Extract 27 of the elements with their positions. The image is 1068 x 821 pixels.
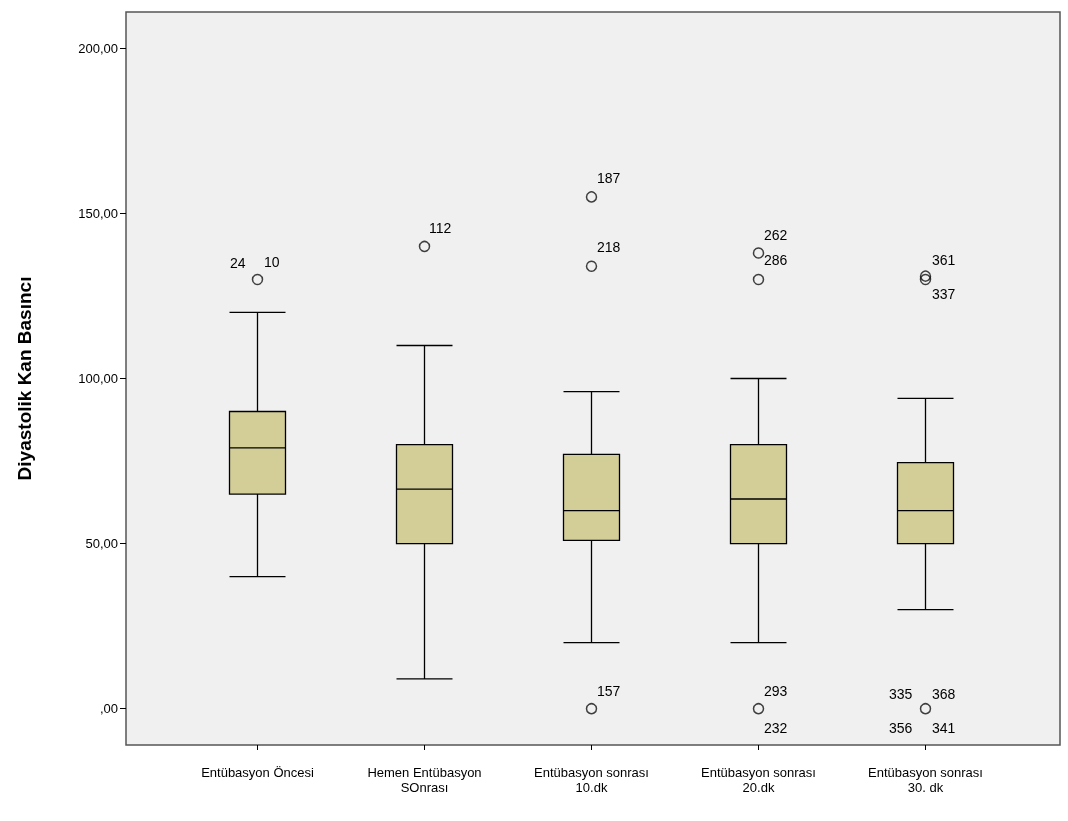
annotation: 218 bbox=[597, 239, 621, 255]
annotation: 368 bbox=[932, 686, 956, 702]
annotation: 356 bbox=[889, 720, 913, 736]
annotation: 335 bbox=[889, 686, 913, 702]
annotation: 112 bbox=[429, 220, 452, 236]
y-tick-label: 100,00 bbox=[78, 371, 118, 386]
y-tick-label: 150,00 bbox=[78, 205, 118, 221]
y-tick-label: ,00 bbox=[99, 701, 118, 717]
y-tick-label: 200,00 bbox=[78, 40, 118, 56]
annotation: 262 bbox=[764, 227, 788, 243]
annotation: 232 bbox=[764, 720, 788, 736]
annotation: 337 bbox=[932, 286, 956, 302]
annotation: 10 bbox=[264, 254, 280, 270]
annotation: 286 bbox=[764, 252, 788, 268]
annotation: 341 bbox=[932, 720, 956, 736]
annotation: 187 bbox=[597, 170, 621, 186]
x-tick-label: Hemen Entübasyon SOnrası bbox=[367, 765, 482, 795]
x-tick-label: Entübasyon sonrası 10.dk bbox=[534, 765, 649, 795]
x-tick-label: Entübasyon Öncesi bbox=[201, 765, 314, 780]
annotation: 361 bbox=[932, 252, 956, 268]
annotation: 24 bbox=[230, 255, 246, 271]
x-tick-label: Entübasyon sonrası 30. dk bbox=[868, 765, 983, 795]
x-tick-label: Entübasyon sonrası 20.dk bbox=[701, 765, 816, 795]
y-axis-title: Diyastolik Kan Basıncı bbox=[14, 276, 35, 481]
annotation: 157 bbox=[597, 683, 621, 699]
y-tick-label: 50,00 bbox=[85, 536, 118, 552]
annotation: 293 bbox=[764, 683, 788, 699]
